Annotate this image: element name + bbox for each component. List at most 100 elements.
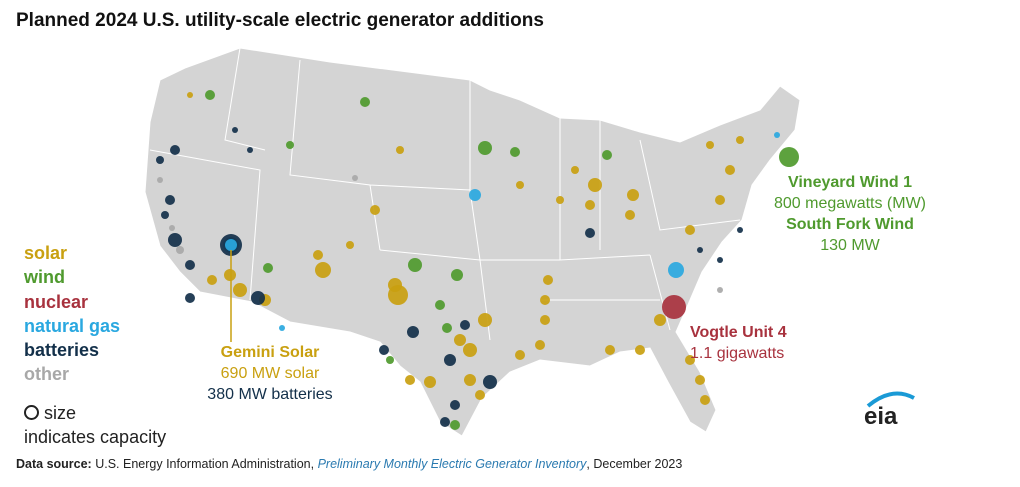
svg-text:eia: eia (864, 403, 898, 428)
legend-batteries: batteries (24, 340, 100, 361)
wind-plant-marker (205, 90, 215, 100)
gemini-batteries: 380 MW batteries (207, 386, 333, 403)
wind-plant-marker (286, 141, 294, 149)
source-date: , December 2023 (586, 457, 683, 471)
batteries-plant-marker (440, 417, 450, 427)
chart-title: Planned 2024 U.S. utility-scale electric… (16, 10, 544, 31)
natural-gas-plant-marker (279, 325, 285, 331)
solar-plant-marker (588, 178, 602, 192)
solar-plant-marker (463, 343, 477, 357)
vogtle-annotation: Vogtle Unit 4 1.1 gigawatts (690, 322, 787, 364)
solar-plant-marker (396, 146, 404, 154)
solar-plant-marker (725, 165, 735, 175)
wind-plant-marker (360, 97, 370, 107)
solar-plant-marker (388, 278, 402, 292)
batteries-plant-marker (185, 260, 195, 270)
batteries-plant-marker (483, 375, 497, 389)
solar-plant-marker (700, 395, 710, 405)
solar-plant-marker (540, 315, 550, 325)
solar-plant-marker (715, 195, 725, 205)
natural-gas-plant-marker (469, 189, 481, 201)
solar-plant-marker (233, 283, 247, 297)
batteries-plant-marker (585, 228, 595, 238)
legend-wind: wind (24, 267, 65, 288)
solar-plant-marker (625, 210, 635, 220)
solar-plant-marker (736, 136, 744, 144)
size-note-label: size (44, 403, 77, 423)
solar-plant-marker (346, 241, 354, 249)
solar-plant-marker (464, 374, 476, 386)
solar-plant-marker (695, 375, 705, 385)
vogtle-value: 1.1 gigawatts (690, 345, 785, 362)
data-source: Data source: U.S. Energy Information Adm… (16, 457, 682, 471)
wind-plant-marker (263, 263, 273, 273)
natural-gas-plant-marker (774, 132, 780, 138)
solar-plant-marker (207, 275, 217, 285)
batteries-plant-marker (247, 147, 253, 153)
gemini-solar: 690 MW solar (220, 365, 320, 382)
batteries-plant-marker (161, 211, 169, 219)
legend-other: other (24, 364, 69, 385)
solar-plant-marker (478, 313, 492, 327)
wind-plant-marker (435, 300, 445, 310)
solar-plant-marker (315, 262, 331, 278)
wind-plant-marker (386, 356, 394, 364)
legend-natural-gas: natural gas (24, 315, 121, 336)
solar-plant-marker (515, 350, 525, 360)
gemini-annotation: Gemini Solar 690 MW solar 380 MW batteri… (180, 342, 360, 405)
batteries-plant-marker (450, 400, 460, 410)
batteries-plant-marker (444, 354, 456, 366)
source-link[interactable]: Preliminary Monthly Electric Generator I… (317, 457, 587, 471)
vineyard-value: 800 megawatts (MW) (773, 195, 927, 212)
other-plant-marker (169, 225, 175, 231)
size-note: size indicates capacity (24, 401, 166, 449)
gemini-name: Gemini Solar (220, 344, 320, 361)
batteries-plant-marker (460, 320, 470, 330)
us-outline (144, 47, 801, 437)
other-plant-marker (157, 177, 163, 183)
solar-plant-marker (540, 295, 550, 305)
natural-gas-plant-marker (668, 262, 684, 278)
solar-plant-marker (535, 340, 545, 350)
batteries-plant-marker (697, 247, 703, 253)
wind-plant-marker (602, 150, 612, 160)
batteries-plant-marker (737, 227, 743, 233)
solar-plant-marker (685, 355, 695, 365)
nuclear-plant-marker (662, 295, 686, 319)
batteries-plant-marker (232, 127, 238, 133)
source-text: U.S. Energy Information Administration, (95, 457, 315, 471)
other-plant-marker (717, 287, 723, 293)
batteries-plant-marker (170, 145, 180, 155)
batteries-plant-marker (185, 293, 195, 303)
solar-plant-marker (556, 196, 564, 204)
solar-plant-marker (454, 334, 466, 346)
natural-gas-plant-marker (225, 239, 237, 251)
wind-plant-marker (408, 258, 422, 272)
batteries-plant-marker (379, 345, 389, 355)
circle-size-icon (24, 405, 39, 420)
solar-plant-marker (516, 181, 524, 189)
batteries-plant-marker (168, 233, 182, 247)
solar-plant-marker (543, 275, 553, 285)
solar-plant-marker (605, 345, 615, 355)
legend-nuclear: nuclear (24, 291, 89, 312)
wind-plant-marker (779, 147, 799, 167)
solar-plant-marker (224, 269, 236, 281)
legend-solar: solar (24, 243, 68, 263)
southfork-name: South Fork Wind (786, 216, 914, 233)
wind-plant-marker (450, 420, 460, 430)
vineyard-annotation: Vineyard Wind 1 800 megawatts (MW) South… (735, 172, 965, 256)
eia-logo: eia (864, 391, 915, 428)
wind-plant-marker (442, 323, 452, 333)
solar-plant-marker (585, 200, 595, 210)
wind-plant-marker (478, 141, 492, 155)
solar-plant-marker (424, 376, 436, 388)
source-label: Data source: (16, 457, 92, 471)
batteries-plant-marker (251, 291, 265, 305)
other-plant-marker (176, 246, 184, 254)
batteries-plant-marker (165, 195, 175, 205)
solar-plant-marker (571, 166, 579, 174)
solar-plant-marker (475, 390, 485, 400)
batteries-plant-marker (717, 257, 723, 263)
